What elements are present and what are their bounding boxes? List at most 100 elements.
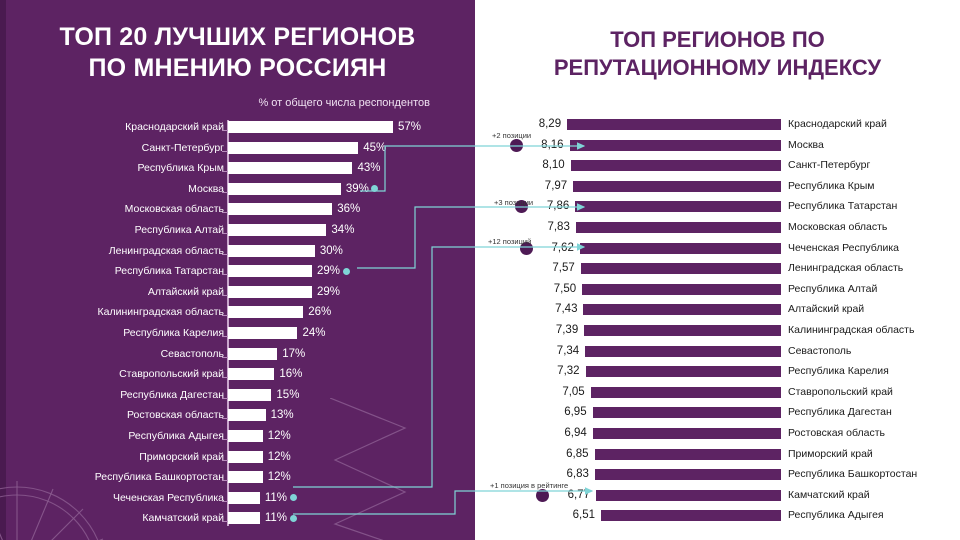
right-bar — [601, 510, 781, 522]
right-bar-row: 6,51 Республика Адыгея — [475, 508, 960, 523]
right-bar-value: 7,57 — [552, 262, 575, 275]
right-bar-value: 7,39 — [555, 324, 579, 336]
right-bar — [579, 242, 781, 254]
right-bar-value: 7,62 — [551, 241, 574, 254]
right-bar-row: 6,95 Республика Дагестан — [475, 405, 960, 420]
left-bar — [228, 121, 393, 133]
right-highlight-dot-icon — [536, 488, 550, 502]
left-bar-row: Республика Адыгея 12% — [0, 429, 475, 443]
left-bar — [228, 244, 315, 257]
left-title-line2: ПО МНЕНИЮ РОССИЯН — [88, 53, 387, 82]
right-bar — [575, 222, 781, 233]
left-edge-accent-strip — [0, 0, 6, 540]
left-bar-value: 12% — [267, 450, 291, 463]
right-bar — [590, 386, 781, 398]
right-bar-value: 8,10 — [542, 159, 565, 172]
right-chart-title: ТОП РЕГИОНОВ ПО РЕПУТАЦИОННОМУ ИНДЕКСУ — [475, 26, 960, 81]
left-bar-label: Республика Крым — [137, 162, 224, 175]
left-bar — [228, 491, 260, 504]
left-bar — [228, 182, 341, 195]
left-bar-value: 15% — [276, 388, 300, 401]
right-bar-label: Ростовская область — [788, 427, 886, 439]
left-bar-row: Московская область 36% — [0, 202, 475, 216]
left-bar-label: Республика Башкортостан — [94, 471, 224, 484]
axis-tick — [222, 294, 228, 296]
right-bar-row: 7,62 Чеченская Республика — [475, 241, 960, 256]
left-bar-value: 43% — [357, 162, 381, 175]
right-bar-value: 6,94 — [564, 427, 587, 439]
left-bar-label: Краснодарский край — [125, 121, 224, 133]
right-bar-value: 7,05 — [562, 385, 585, 398]
left-bar-label: Республика Татарстан — [114, 265, 224, 278]
right-bar-label: Приморский край — [788, 447, 873, 460]
right-bar-label: Республика Адыгея — [788, 509, 884, 522]
left-bar-value: 57% — [398, 121, 422, 133]
right-highlight-dot-icon — [515, 200, 529, 214]
right-bar-label: Чеченская Республика — [788, 241, 899, 254]
right-bar-row: 7,97 Республика Крым — [475, 179, 960, 194]
right-bar-label: Камчатский край — [788, 488, 870, 501]
right-bar-value: 6,51 — [572, 509, 595, 522]
left-bar-value: 12% — [267, 430, 291, 442]
right-bar-row: 7,32 Республика Карелия — [475, 364, 960, 379]
left-bar-value: 11% — [264, 491, 287, 504]
axis-tick — [222, 150, 228, 152]
right-bar — [583, 304, 781, 316]
left-bar-row: Санкт-Петербург 45% — [0, 141, 475, 155]
right-bar-row: 6,83 Республика Башкортостан — [475, 467, 960, 482]
left-bar-label: Ростовская область — [126, 409, 224, 422]
left-bar-label: Московская область — [124, 203, 224, 216]
left-bar-value: 30% — [319, 244, 343, 257]
left-bar — [228, 409, 266, 422]
right-bar-value: 6,77 — [567, 488, 591, 501]
right-bar-label: Республика Татарстан — [788, 200, 898, 213]
left-chart-title: ТОП 20 ЛУЧШИХ РЕГИОНОВ ПО МНЕНИЮ РОССИЯН — [0, 22, 475, 83]
left-bar-value: 34% — [331, 224, 355, 236]
right-bar — [580, 263, 781, 275]
right-bar-row: 7,43 Алтайский край — [475, 302, 960, 317]
left-bar — [228, 265, 312, 278]
axis-tick — [222, 274, 228, 276]
right-bar-value: 7,50 — [553, 282, 577, 295]
left-bar-label: Чеченская Республика — [113, 491, 224, 504]
left-bar-value: 29% — [316, 265, 340, 278]
right-bar-value: 8,16 — [541, 138, 564, 151]
left-bar-row: Севастополь 17% — [0, 347, 475, 361]
right-bar — [594, 448, 781, 460]
right-bar-label: Ленинградская область — [788, 262, 904, 275]
right-bar — [567, 119, 781, 130]
axis-tick — [222, 171, 228, 173]
right-bar-row: 7,39 Калининградская область — [475, 323, 960, 338]
left-bar — [228, 203, 333, 216]
right-bar — [585, 345, 781, 357]
axis-tick — [222, 191, 228, 193]
right-bar-value: 7,86 — [546, 200, 570, 213]
left-bar-row: Ставропольский край 16% — [0, 367, 475, 381]
right-title-line1: ТОП РЕГИОНОВ ПО — [610, 27, 825, 52]
left-bar-label: Ставропольский край — [119, 368, 224, 381]
left-bar — [228, 450, 263, 463]
right-bar-value: 7,32 — [557, 365, 580, 378]
axis-tick — [222, 439, 228, 440]
right-bar-row: 7,34 Севастополь — [475, 344, 960, 359]
left-bar — [228, 162, 353, 175]
right-bar-value: 6,85 — [566, 447, 589, 460]
left-bar-value: 16% — [279, 368, 303, 381]
left-bar — [228, 141, 359, 154]
right-bar-value: 7,34 — [556, 344, 580, 357]
right-bar-row: 6,77 Камчатский край — [475, 488, 960, 503]
axis-tick — [222, 336, 228, 337]
right-highlight-dot-icon — [509, 138, 523, 152]
axis-tick — [222, 500, 228, 502]
right-bar-chart: 8,29 Краснодарский край 8,16 Москва 8,10 Санк… — [475, 115, 960, 530]
left-bar-row: Камчатский край 11% — [0, 511, 475, 525]
right-bar-label: Калининградская область — [788, 324, 915, 336]
left-bar-chart: Краснодарский край 57% Санкт-Петербург 45% Р… — [0, 118, 475, 530]
axis-tick — [222, 377, 228, 379]
right-bar — [582, 283, 781, 295]
left-bar-row: Ростовская область 13% — [0, 408, 475, 422]
right-bar-row: 8,29 Краснодарский край — [475, 117, 960, 132]
right-bar-row: 6,94 Ростовская область — [475, 426, 960, 441]
right-bar-label: Ставропольский край — [788, 385, 893, 398]
